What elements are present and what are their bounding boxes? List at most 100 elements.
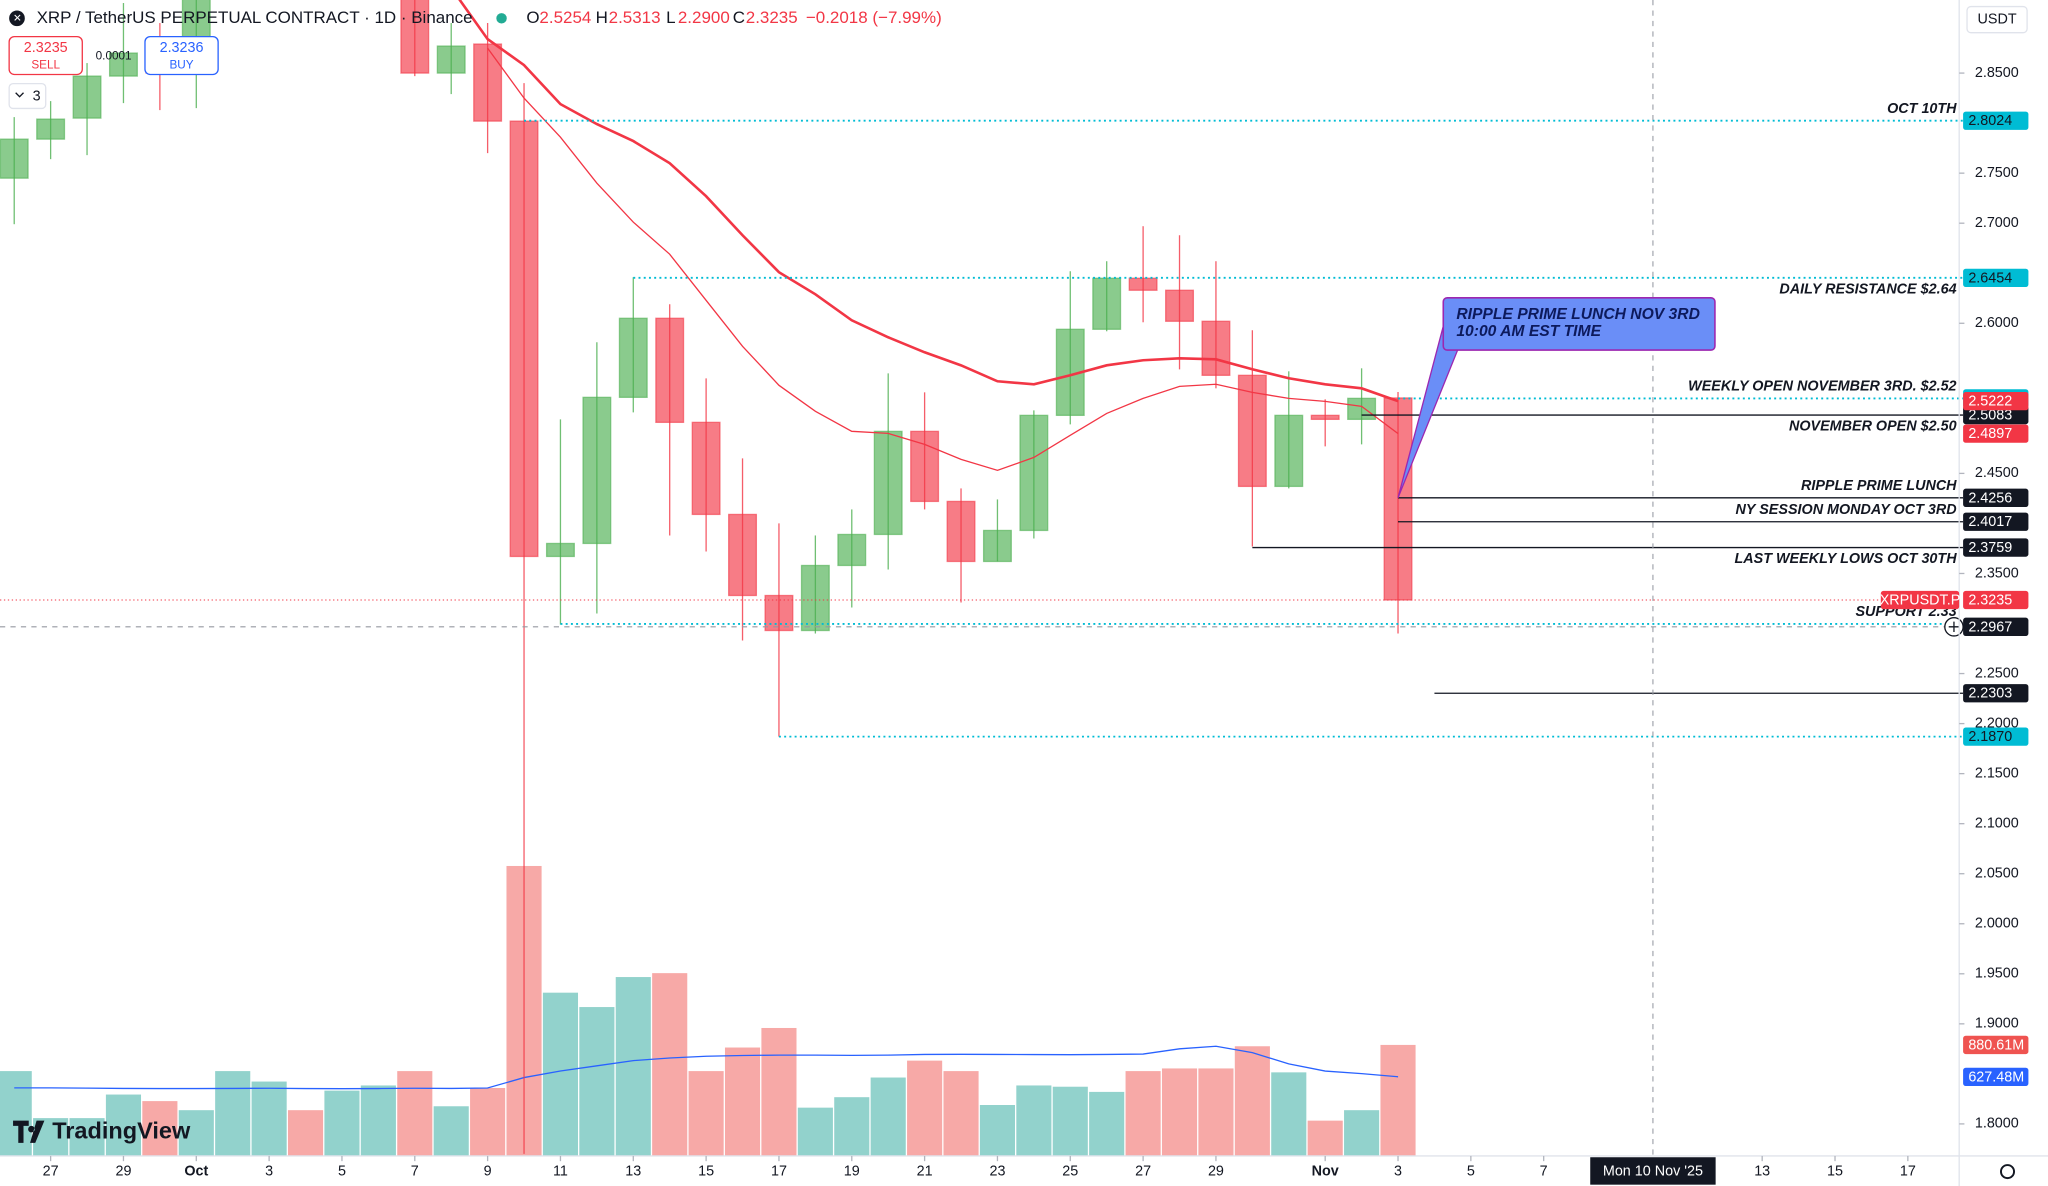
currency: USDT <box>1978 11 2017 27</box>
crosshair-add-icon <box>1948 621 1960 633</box>
candle-body <box>0 138 29 179</box>
x-tick-label: 3 <box>265 1163 273 1179</box>
axis-price-tag <box>1963 424 2029 443</box>
axis-price-tag <box>1963 727 2029 746</box>
crosshair-date-tag <box>1590 1157 1716 1185</box>
candle-body <box>582 396 612 545</box>
symbol-title[interactable]: XRP / TetherUS PERPETUAL CONTRACT · 1D ·… <box>37 8 473 27</box>
y-tick-label: 2.2500 <box>1975 665 2019 681</box>
axis-price-tag-text: 2.4897 <box>1968 426 2012 442</box>
volume-bar <box>1161 1068 1198 1156</box>
axis-price-tag <box>1963 684 2029 703</box>
sell-price: 2.3235 <box>24 40 68 56</box>
candle-body <box>982 529 1012 563</box>
candle-body <box>655 317 685 424</box>
crosshair-date-text: Mon 10 Nov '25 <box>1603 1163 1703 1179</box>
x-tick-label: 7 <box>1540 1163 1548 1179</box>
candle-body <box>691 421 721 516</box>
candle-body <box>1383 397 1413 601</box>
brand: TradingView <box>13 1118 191 1144</box>
y-tick-label: 2.4500 <box>1975 465 2019 481</box>
settings-icon[interactable] <box>1999 1164 2016 1180</box>
axis-price-tag <box>1963 617 2029 636</box>
settings[interactable] <box>1999 1164 2016 1180</box>
x-tick-label: 21 <box>917 1163 933 1179</box>
volume-bar <box>724 1047 761 1156</box>
x-tick-label: 19 <box>844 1163 860 1179</box>
volume-bar <box>142 1101 178 1156</box>
axis-price-tag <box>1963 111 2029 130</box>
axis-price-tag-text: 2.6454 <box>1968 270 2012 286</box>
axis-price-tag-text: 2.5083 <box>1968 408 2012 424</box>
candle-body <box>946 500 976 563</box>
x-tick-label: 25 <box>1062 1163 1078 1179</box>
candle-body <box>1092 277 1122 330</box>
ohlc-key: L <box>666 8 675 27</box>
axis-price-tag-text: 2.1870 <box>1968 729 2012 745</box>
level-label: LAST WEEKLY LOWS OCT 30TH <box>1735 551 1958 567</box>
candle-body <box>618 317 648 398</box>
axis-price-tag <box>1963 391 2029 411</box>
volume-bar <box>251 1081 287 1156</box>
x-tick-label: 13 <box>625 1163 641 1179</box>
x-tick-label: 15 <box>1827 1163 1843 1179</box>
sell-button[interactable] <box>8 35 83 76</box>
y-tick-label: 1.9000 <box>1975 1016 2019 1032</box>
volume-bar <box>1307 1120 1343 1156</box>
axis-price-tag-text: 2.2967 <box>1968 619 2012 635</box>
candle-body <box>72 75 102 119</box>
candle-body <box>1128 277 1158 291</box>
x-tick-label: 11 <box>553 1163 568 1179</box>
symbol-logo-mark: ✕ <box>13 14 22 25</box>
spread: 0.0001 <box>96 49 132 62</box>
candle-body <box>1019 414 1049 532</box>
volume-bar <box>907 1060 943 1156</box>
y-tick-label: 2.3500 <box>1975 565 2019 581</box>
volume-bar <box>1052 1086 1088 1156</box>
x-tick-label: Oct <box>184 1163 208 1179</box>
axis-price-tag <box>1963 268 2029 287</box>
axis-price-tag-text: 2.3235 <box>1968 592 2012 608</box>
volume-bar <box>1271 1072 1307 1156</box>
y-tick-label: 2.2000 <box>1975 715 2019 731</box>
sell-label: SELL <box>31 58 60 71</box>
x-tick-label: 17 <box>1900 1163 1916 1179</box>
candle-body <box>400 0 430 74</box>
candle-body <box>36 118 66 140</box>
chevron <box>15 92 24 98</box>
level-label: OCT 10TH <box>1887 101 1957 117</box>
axis-price-tag <box>1963 488 2029 507</box>
axis-price-tag <box>1963 590 2029 610</box>
volume-bar <box>1089 1091 1125 1156</box>
candle-body <box>473 43 503 122</box>
ohlc-value: 2.2900 <box>678 8 730 27</box>
x-tick-label: 23 <box>989 1163 1005 1179</box>
axis-price-tag-text: 2.8024 <box>1968 113 2012 129</box>
x-tick-label: 5 <box>1467 1163 1475 1179</box>
axis-price-tag-text: 2.4256 <box>1968 490 2012 506</box>
moving-average-line <box>458 0 1399 403</box>
candle-body <box>545 542 575 558</box>
x-tick-label: 13 <box>1754 1163 1770 1179</box>
currency-button[interactable] <box>1966 5 2028 34</box>
axis-volume-tag <box>1963 1035 2029 1055</box>
axis-price-tag-text: 2.3759 <box>1968 540 2012 556</box>
volume-bar <box>287 1110 324 1156</box>
brand-logo <box>13 1120 45 1143</box>
volume-bar <box>397 1071 433 1156</box>
moving-average-line <box>487 47 1399 472</box>
indicators-toggle[interactable] <box>8 82 47 110</box>
change: −0.2018 (−7.99%) <box>806 8 942 27</box>
axis-volume-ma-tag-text: 627.48M <box>1968 1069 2024 1085</box>
candle-body <box>1347 397 1377 421</box>
candle-body <box>1165 289 1195 322</box>
volume-bar <box>433 1106 469 1156</box>
candle-body <box>800 564 830 632</box>
buy-button[interactable] <box>144 35 219 76</box>
y-tick-label: 2.0000 <box>1975 916 2019 932</box>
x-tick-label: 27 <box>43 1163 59 1179</box>
y-tick-label: 2.1500 <box>1975 765 2019 781</box>
candle-body <box>1274 414 1304 488</box>
axis-price-tag-text: 2.4017 <box>1968 514 2012 530</box>
volume-bar <box>761 1027 797 1156</box>
